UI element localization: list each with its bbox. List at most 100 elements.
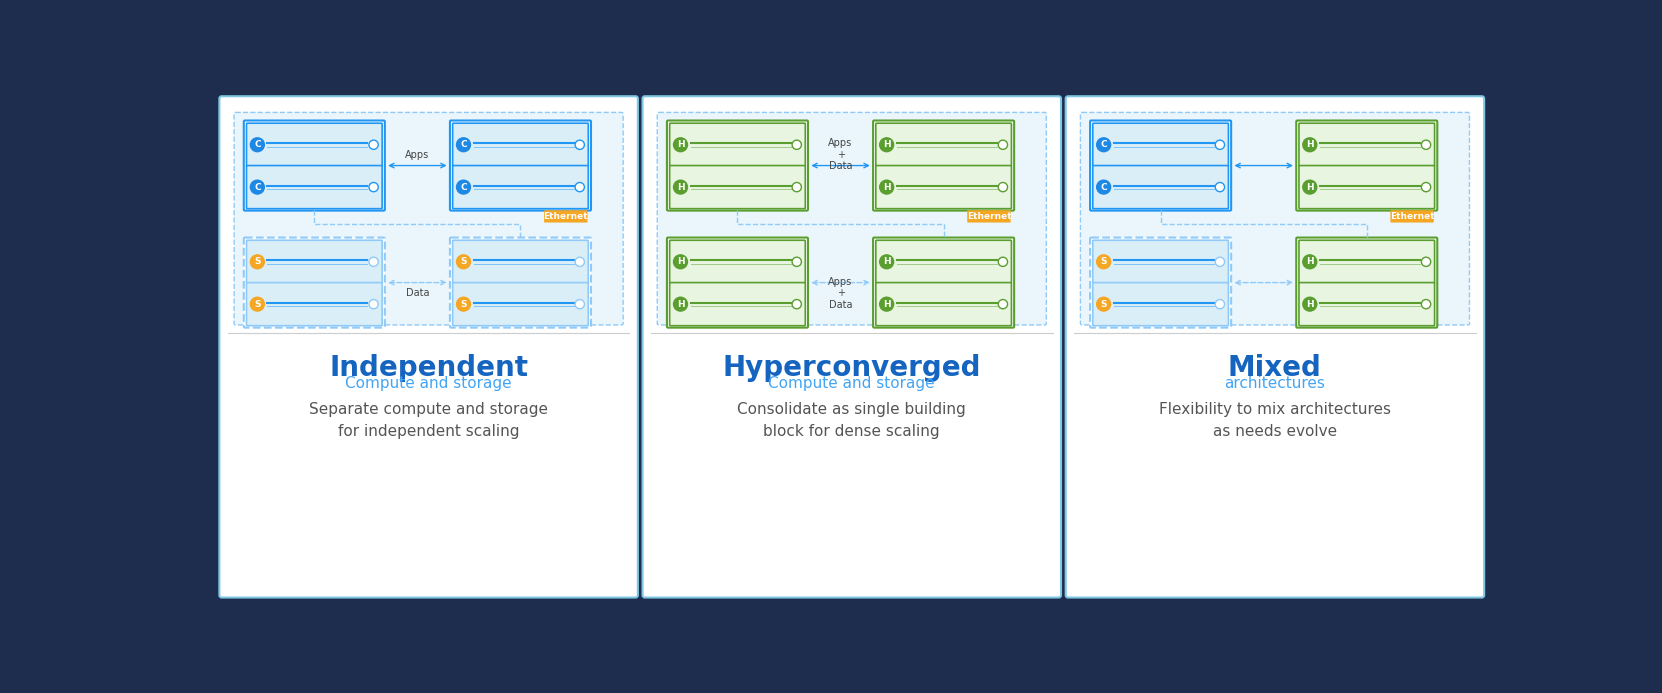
Circle shape [879, 180, 894, 194]
FancyBboxPatch shape [246, 240, 382, 283]
Text: H: H [676, 299, 685, 308]
FancyBboxPatch shape [1300, 166, 1434, 209]
FancyBboxPatch shape [967, 210, 1010, 222]
Text: Independent: Independent [329, 354, 529, 383]
Text: S: S [1100, 257, 1107, 266]
FancyBboxPatch shape [244, 238, 386, 328]
Circle shape [673, 138, 688, 152]
Text: S: S [1100, 299, 1107, 308]
Text: C: C [254, 183, 261, 191]
FancyBboxPatch shape [234, 112, 623, 325]
FancyBboxPatch shape [876, 283, 1012, 326]
Text: Apps
+
Data: Apps + Data [828, 277, 853, 310]
Circle shape [575, 299, 585, 309]
Circle shape [673, 297, 688, 311]
Circle shape [369, 140, 379, 150]
Circle shape [879, 138, 894, 152]
Circle shape [793, 182, 801, 192]
Circle shape [457, 255, 470, 269]
Circle shape [1421, 140, 1431, 150]
Text: C: C [460, 140, 467, 149]
Text: Hyperconverged: Hyperconverged [723, 354, 981, 383]
Circle shape [369, 299, 379, 309]
Text: H: H [1306, 140, 1313, 149]
Circle shape [369, 182, 379, 192]
Circle shape [575, 140, 585, 150]
FancyBboxPatch shape [876, 240, 1012, 283]
Circle shape [457, 138, 470, 152]
Text: C: C [1100, 183, 1107, 191]
FancyBboxPatch shape [1296, 121, 1438, 211]
FancyBboxPatch shape [1300, 123, 1434, 166]
FancyBboxPatch shape [876, 123, 1012, 166]
FancyBboxPatch shape [670, 166, 806, 209]
Circle shape [1215, 257, 1225, 266]
FancyBboxPatch shape [246, 123, 382, 166]
Text: S: S [254, 257, 261, 266]
Text: H: H [1306, 257, 1313, 266]
FancyBboxPatch shape [656, 112, 1047, 325]
Text: H: H [676, 183, 685, 191]
Text: architectures: architectures [1225, 376, 1325, 391]
Text: Data: Data [406, 288, 429, 299]
Text: C: C [1100, 140, 1107, 149]
FancyBboxPatch shape [666, 121, 808, 211]
Text: Ethernet: Ethernet [543, 212, 588, 221]
FancyBboxPatch shape [1300, 283, 1434, 326]
Circle shape [251, 180, 264, 194]
Text: H: H [883, 183, 891, 191]
FancyBboxPatch shape [452, 123, 588, 166]
FancyBboxPatch shape [1080, 112, 1469, 325]
FancyBboxPatch shape [873, 121, 1014, 211]
Text: Apps: Apps [406, 150, 429, 160]
Circle shape [999, 299, 1007, 309]
Circle shape [793, 140, 801, 150]
Circle shape [251, 138, 264, 152]
Circle shape [999, 182, 1007, 192]
FancyBboxPatch shape [876, 166, 1012, 209]
Circle shape [1215, 182, 1225, 192]
Circle shape [1215, 140, 1225, 150]
FancyBboxPatch shape [670, 240, 806, 283]
Text: C: C [254, 140, 261, 149]
Text: C: C [460, 183, 467, 191]
Circle shape [1303, 297, 1316, 311]
FancyBboxPatch shape [450, 238, 592, 328]
Text: H: H [883, 257, 891, 266]
FancyBboxPatch shape [452, 166, 588, 209]
FancyBboxPatch shape [1391, 210, 1434, 222]
Text: Consolidate as single building
block for dense scaling: Consolidate as single building block for… [738, 402, 966, 439]
Circle shape [999, 140, 1007, 150]
Text: Compute and storage: Compute and storage [346, 376, 512, 391]
Circle shape [1303, 138, 1316, 152]
Circle shape [1097, 297, 1110, 311]
Text: S: S [254, 299, 261, 308]
Text: H: H [676, 257, 685, 266]
Text: H: H [1306, 183, 1313, 191]
Circle shape [251, 297, 264, 311]
Text: Separate compute and storage
for independent scaling: Separate compute and storage for indepen… [309, 402, 548, 439]
Circle shape [251, 255, 264, 269]
Text: Mixed: Mixed [1228, 354, 1321, 383]
FancyBboxPatch shape [246, 166, 382, 209]
FancyBboxPatch shape [1090, 238, 1232, 328]
Circle shape [1097, 255, 1110, 269]
FancyBboxPatch shape [666, 238, 808, 328]
FancyBboxPatch shape [1300, 240, 1434, 283]
Circle shape [1097, 180, 1110, 194]
FancyBboxPatch shape [1090, 121, 1232, 211]
Text: Flexibility to mix architectures
as needs evolve: Flexibility to mix architectures as need… [1158, 402, 1391, 439]
Text: Ethernet: Ethernet [1389, 212, 1434, 221]
Circle shape [879, 297, 894, 311]
FancyBboxPatch shape [450, 121, 592, 211]
Text: H: H [1306, 299, 1313, 308]
FancyBboxPatch shape [244, 121, 386, 211]
Text: Compute and storage: Compute and storage [768, 376, 936, 391]
Text: H: H [883, 299, 891, 308]
FancyBboxPatch shape [219, 96, 638, 597]
FancyBboxPatch shape [1296, 238, 1438, 328]
FancyBboxPatch shape [543, 210, 587, 222]
Text: Apps
+
Data: Apps + Data [828, 138, 853, 171]
FancyBboxPatch shape [670, 123, 806, 166]
Text: S: S [460, 299, 467, 308]
